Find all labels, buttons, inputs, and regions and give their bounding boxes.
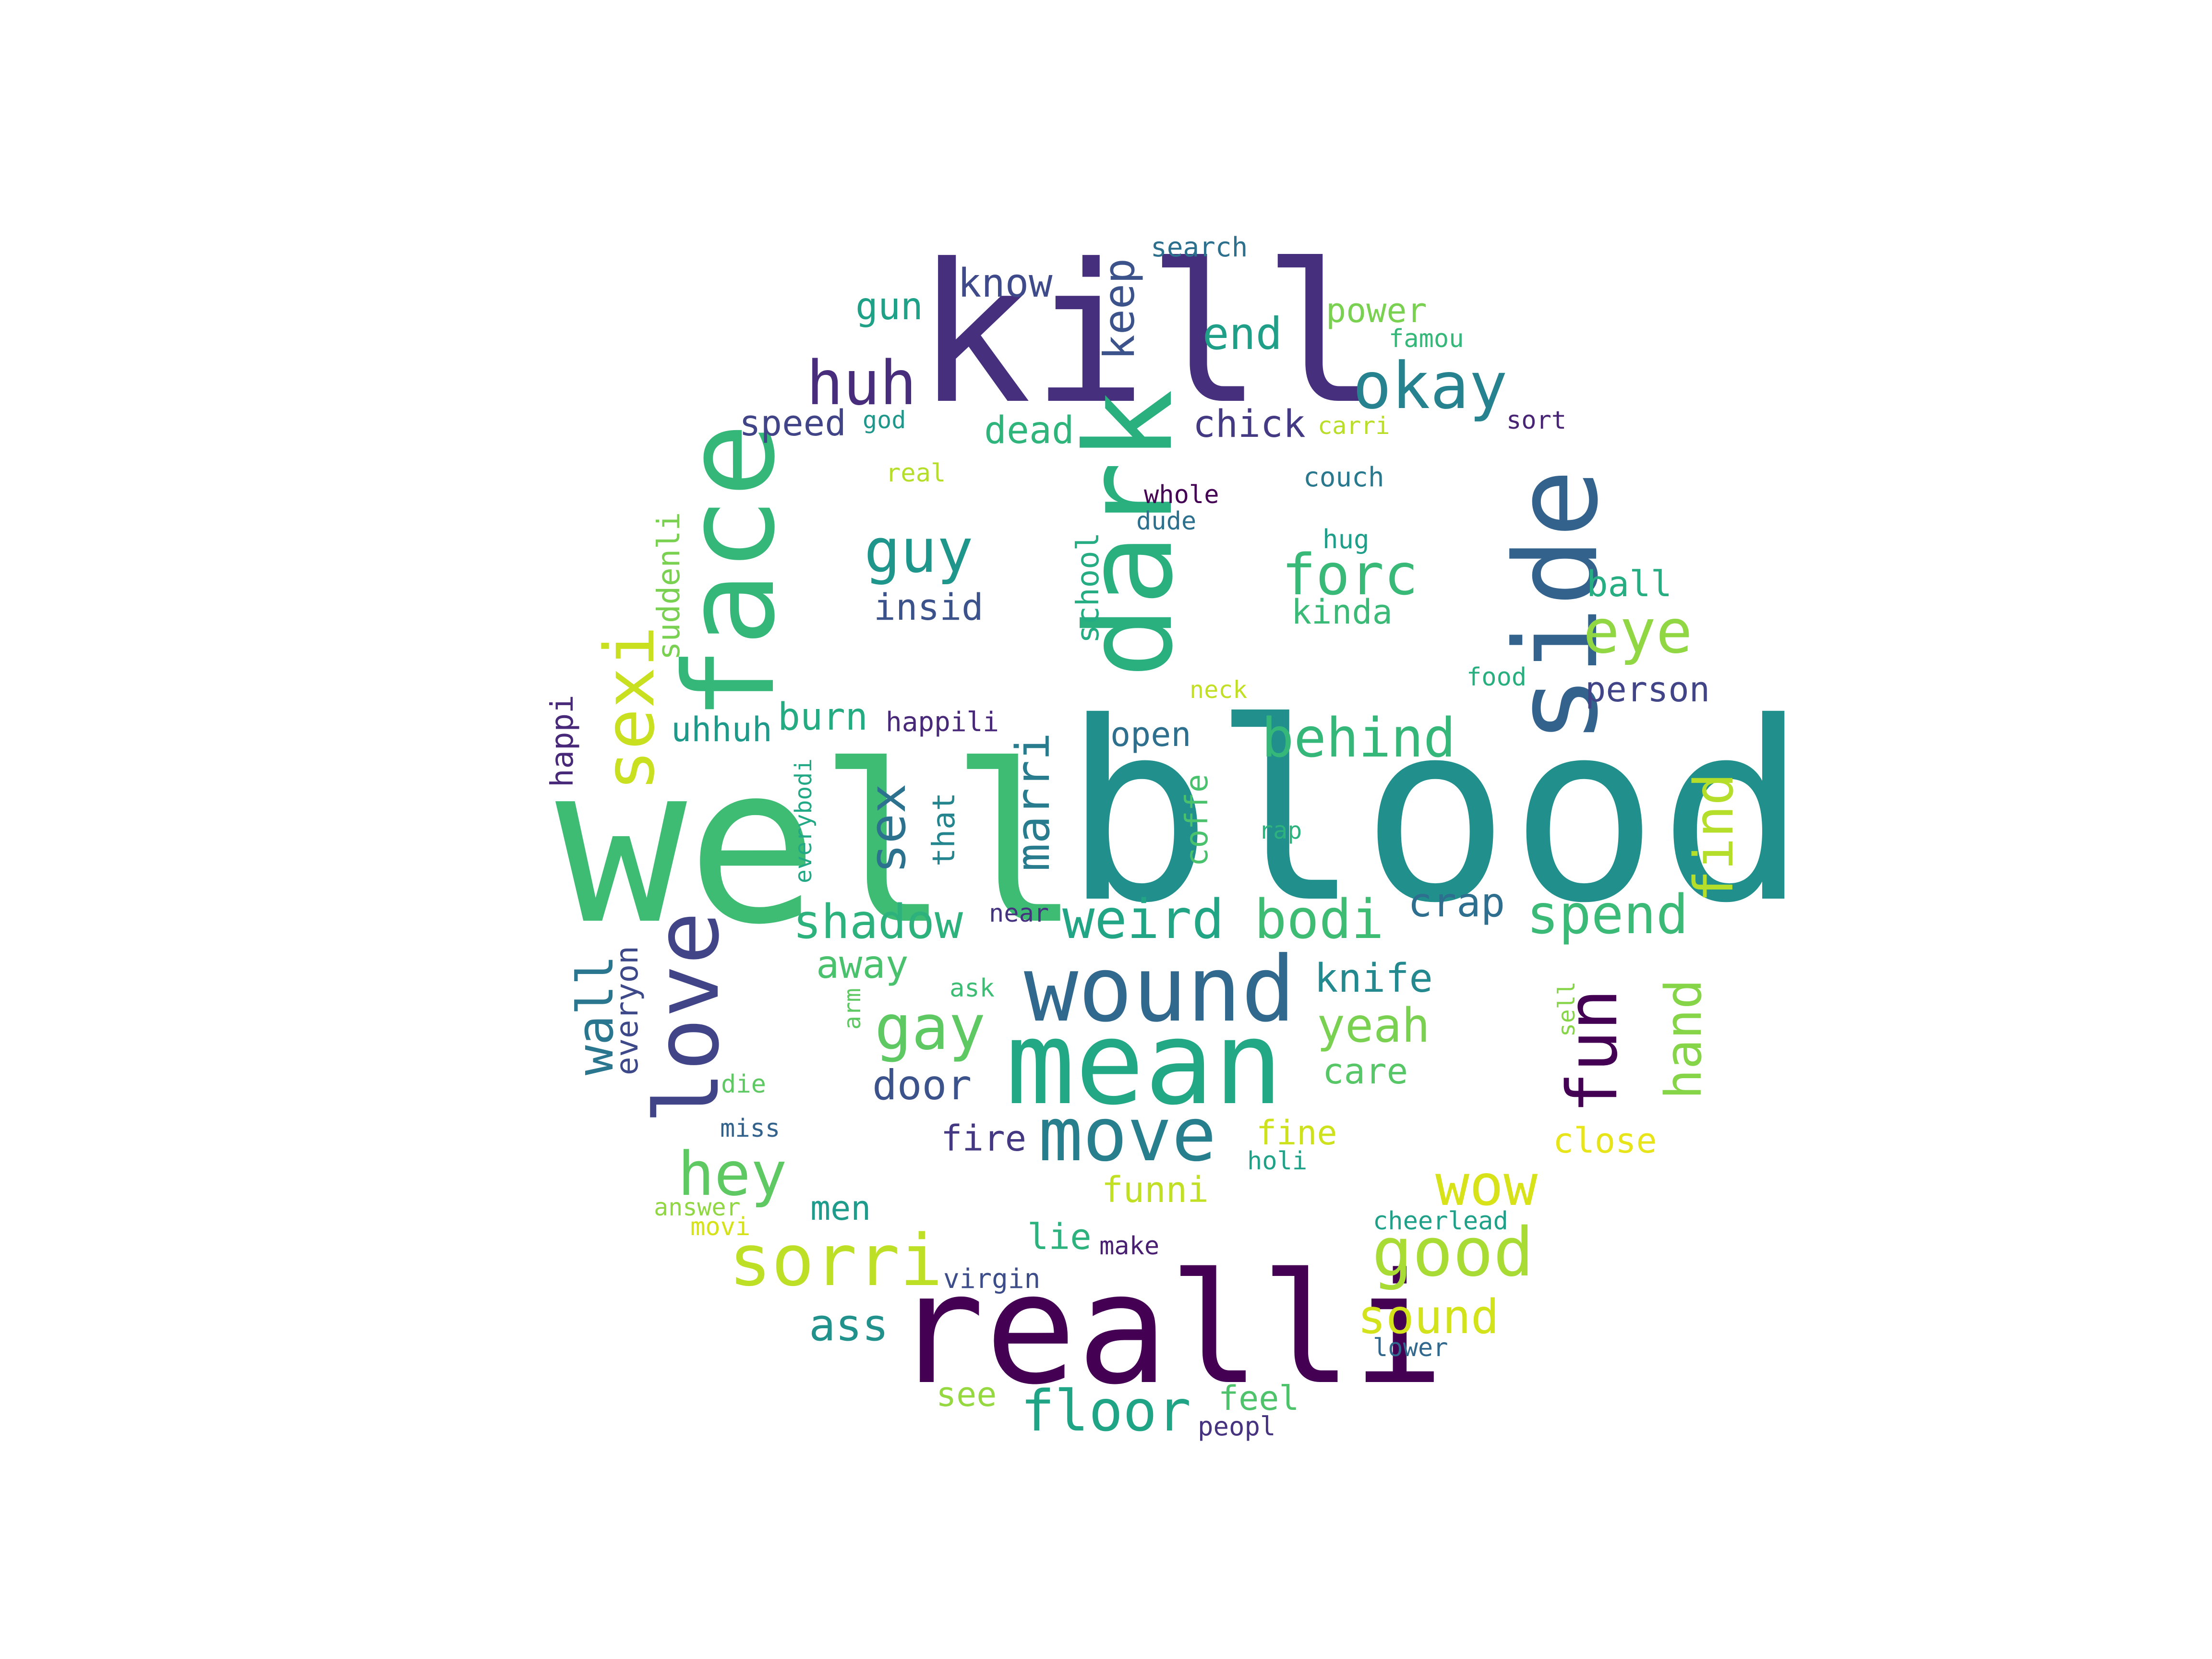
- word-chick: chick: [1193, 403, 1306, 446]
- word-marri: marri: [1006, 733, 1060, 871]
- word-eye: eye: [1583, 596, 1693, 667]
- word-door: door: [872, 1061, 972, 1109]
- word-men: men: [810, 1189, 871, 1228]
- word-away: away: [816, 942, 909, 987]
- word-gay: gay: [875, 992, 986, 1064]
- word-spend: spend: [1527, 884, 1689, 946]
- word-make: make: [1099, 1232, 1160, 1261]
- word-blood: blood: [1063, 670, 1808, 957]
- word-fine: fine: [1256, 1113, 1337, 1153]
- word-mean: mean: [1006, 996, 1283, 1130]
- word-fire: fire: [941, 1118, 1027, 1159]
- word-realli: realli: [893, 1240, 1444, 1418]
- word-couch: couch: [1303, 462, 1384, 493]
- word-ass: ass: [809, 1299, 889, 1351]
- word-movi: movi: [690, 1213, 751, 1241]
- word-crap: crap: [1408, 879, 1505, 926]
- word-dude: dude: [1136, 507, 1197, 536]
- word-hey: hey: [678, 1139, 787, 1209]
- word-speed: speed: [739, 403, 846, 444]
- word-insid: insid: [874, 586, 984, 628]
- word-wound: wound: [1024, 937, 1296, 1042]
- word-keep: keep: [1094, 258, 1144, 360]
- word-floor: floor: [1021, 1378, 1191, 1444]
- word-funni: funni: [1102, 1169, 1209, 1211]
- word-miss: miss: [720, 1114, 781, 1143]
- word-huh: huh: [806, 348, 917, 419]
- word-open: open: [1110, 715, 1191, 754]
- word-see: see: [936, 1375, 997, 1414]
- word-sex: sex: [858, 783, 917, 874]
- word-school: school: [1070, 532, 1106, 643]
- word-famou: famou: [1389, 325, 1464, 353]
- word-kill: kill: [916, 223, 1379, 446]
- word-coffe: coffe: [1179, 774, 1215, 866]
- word-search: search: [1151, 232, 1248, 263]
- word-okay: okay: [1353, 349, 1508, 423]
- word-suddenli: suddenli: [651, 512, 687, 660]
- word-burn: burn: [778, 696, 868, 739]
- word-wow: wow: [1435, 1152, 1538, 1218]
- word-rap: rap: [1259, 817, 1302, 844]
- word-neck: neck: [1190, 676, 1248, 704]
- word-die: die: [721, 1070, 766, 1099]
- word-move: move: [1038, 1092, 1216, 1178]
- word-person: person: [1585, 669, 1710, 709]
- word-forc: forc: [1282, 541, 1419, 608]
- word-weird: weird: [1062, 889, 1225, 951]
- word-yeah: yeah: [1317, 998, 1431, 1053]
- word-love: love: [636, 911, 739, 1124]
- word-real: real: [886, 459, 946, 488]
- word-ask: ask: [950, 974, 995, 1003]
- word-arm: arm: [839, 988, 866, 1030]
- word-bodi: bodi: [1254, 889, 1384, 951]
- word-close: close: [1553, 1120, 1657, 1161]
- word-find: find: [1683, 773, 1745, 902]
- word-care: care: [1322, 1051, 1408, 1092]
- word-food: food: [1467, 663, 1527, 692]
- word-kinda: kinda: [1291, 592, 1393, 632]
- word-answer: answer: [654, 1193, 741, 1221]
- word-feel: feel: [1218, 1379, 1299, 1418]
- word-power: power: [1326, 291, 1427, 330]
- word-virgin: virgin: [943, 1263, 1041, 1295]
- word-whole: whole: [1144, 481, 1219, 509]
- word-carri: carri: [1318, 412, 1390, 440]
- word-near: near: [989, 899, 1049, 928]
- word-sell: sell: [1553, 981, 1580, 1037]
- word-good: good: [1372, 1214, 1534, 1292]
- word-holi: holi: [1247, 1147, 1308, 1176]
- word-sorri: sorri: [729, 1219, 943, 1302]
- word-sort: sort: [1506, 406, 1567, 435]
- word-well: well: [555, 719, 1082, 973]
- word-hand: hand: [1654, 979, 1713, 1099]
- word-gun: gun: [855, 285, 923, 328]
- word-knife: knife: [1314, 956, 1433, 1001]
- word-behind: behind: [1262, 707, 1456, 769]
- word-dead: dead: [984, 409, 1074, 452]
- word-lie: lie: [1027, 1216, 1092, 1258]
- word-ball: ball: [1587, 564, 1672, 605]
- word-cheerlead: cheerlead: [1373, 1207, 1508, 1236]
- word-know: know: [958, 261, 1053, 306]
- word-uhhuh: uhhuh: [671, 710, 772, 749]
- word-end: end: [1202, 308, 1283, 360]
- word-everyon: everyon: [610, 946, 645, 1075]
- word-god: god: [863, 406, 906, 434]
- word-everybodi: everybodi: [790, 758, 817, 883]
- word-guy: guy: [864, 516, 974, 586]
- word-sound: sound: [1358, 1290, 1500, 1345]
- word-lower: lower: [1373, 1334, 1448, 1362]
- word-peopl: peopl: [1198, 1411, 1276, 1442]
- word-that: that: [926, 792, 962, 866]
- word-happili: happili: [886, 707, 999, 738]
- word-hug: hug: [1322, 524, 1370, 554]
- word-happi: happi: [545, 695, 580, 787]
- word-shadow: shadow: [793, 895, 963, 950]
